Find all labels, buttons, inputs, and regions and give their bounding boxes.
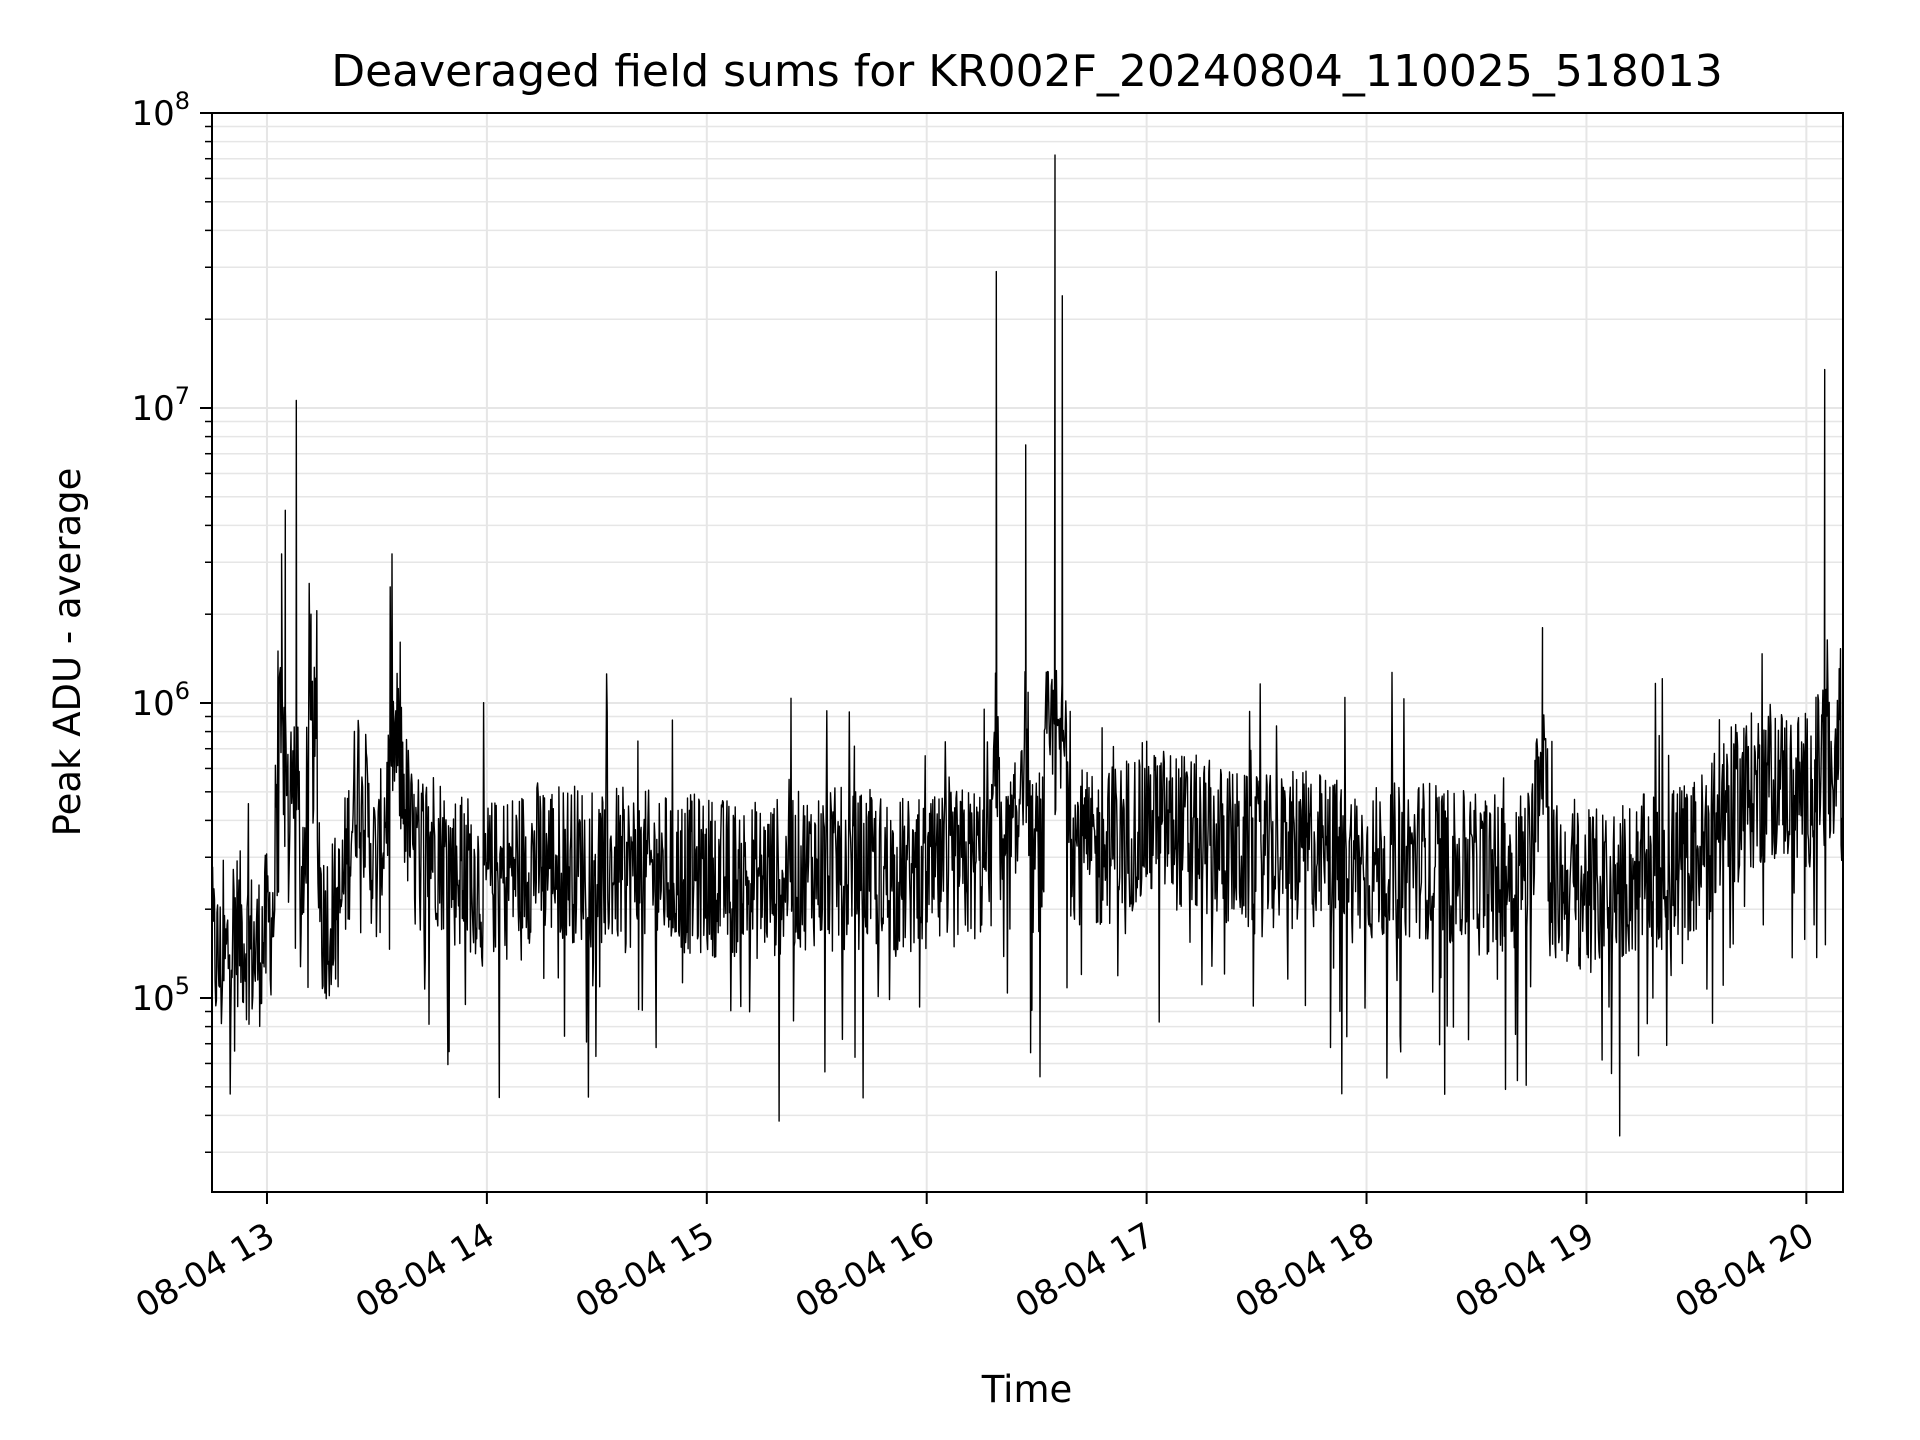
plot-frame [211,112,1844,1193]
y-axis-label: Peak ADU - average [46,468,89,837]
x-axis-label: Time [981,1368,1073,1411]
y-tick-label: 108 [131,87,190,134]
chart-title: Deaveraged field sums for KR002F_2024080… [331,46,1723,97]
y-tick-label: 106 [131,677,190,724]
y-tick-label: 105 [131,972,190,1019]
series-line [211,154,1844,1137]
series-layer [211,154,1844,1137]
y-tick-label: 107 [131,382,190,429]
y-axis: 105 106 107 108 [131,87,212,1154]
